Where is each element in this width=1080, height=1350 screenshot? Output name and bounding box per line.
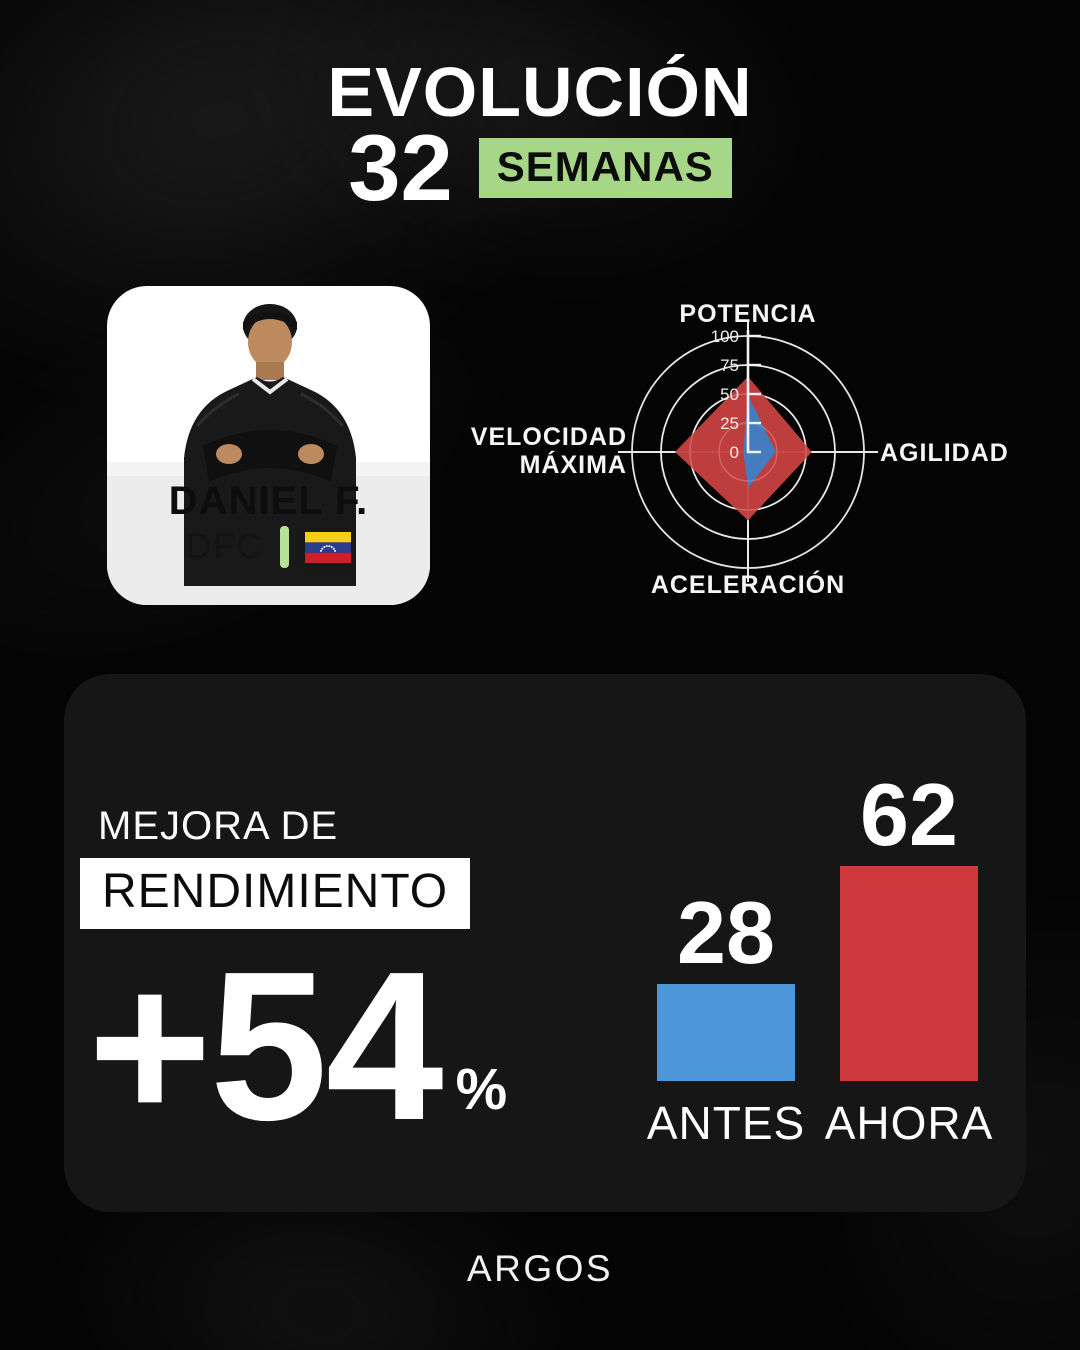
bar-ahora — [840, 866, 978, 1081]
percent-sign: % — [455, 1057, 508, 1122]
team-name: DFC — [186, 527, 264, 566]
radar-category-label: ACELERACIÓN — [651, 569, 845, 599]
radar-category-label: VELOCIDAD MÁXIMA — [471, 423, 627, 479]
bar-value-label: 28 — [677, 882, 775, 982]
brand-logo-text: ARGOS — [466, 1248, 614, 1289]
radar-category-label: POTENCIA — [679, 300, 816, 328]
improvement-number: +54 — [88, 927, 444, 1164]
bar-group-antes: 28 ANTES — [647, 882, 804, 1150]
weeks-number: 32 — [348, 115, 453, 220]
weeks-row: 32 SEMANAS — [0, 115, 1080, 220]
radar-series-antes — [743, 395, 776, 488]
weeks-label-chip: SEMANAS — [478, 137, 732, 198]
radar-tick-label: 100 — [711, 327, 739, 346]
radar-tick-label: 50 — [720, 385, 739, 404]
bar-chart: 28 ANTES 62 AHORA — [647, 764, 993, 1150]
radar-tick-label: 25 — [720, 414, 739, 433]
player-team-row: DFC — [107, 526, 430, 568]
bar-caption: AHORA — [824, 1097, 994, 1149]
improvement-value: +54% — [88, 940, 507, 1152]
improvement-title-line1: MEJORA DE — [98, 804, 339, 848]
radar-tick-label: 0 — [730, 443, 739, 462]
player-name: DANIEL F. — [168, 479, 369, 523]
venezuela-flag-icon — [304, 531, 351, 563]
player-card: DANIEL F. DFC — [107, 286, 430, 605]
bar-caption: ANTES — [646, 1097, 806, 1149]
radar-tick-label: 75 — [720, 356, 739, 375]
radar-series-ahora — [674, 376, 812, 521]
bar-group-ahora: 62 AHORA — [825, 764, 993, 1150]
improvement-title-line2: RENDIMIENTO — [80, 858, 471, 929]
radar-category-label: AGILIDAD — [880, 439, 1009, 467]
page-title: EVOLUCIÓN — [327, 53, 753, 131]
bar-antes — [657, 984, 795, 1081]
bar-value-label: 62 — [860, 764, 958, 864]
green-separator — [279, 526, 289, 568]
performance-card: MEJORA DE RENDIMIENTO +54% 28 ANTES 62 AHOR… — [64, 674, 1026, 1212]
